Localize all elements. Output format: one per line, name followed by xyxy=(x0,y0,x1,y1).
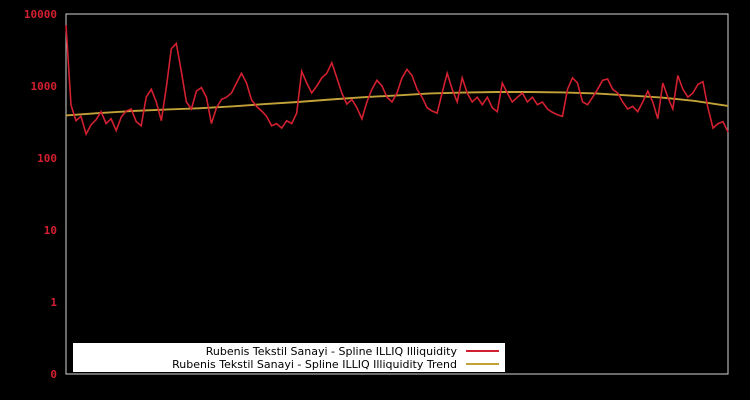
illiq-trend-line xyxy=(65,91,729,117)
y-tick-label: 1 xyxy=(50,296,57,309)
y-tick-label: 100 xyxy=(37,152,57,165)
y-tick-label: 10000 xyxy=(24,8,57,21)
y-tick-label: 1000 xyxy=(31,80,58,93)
legend-line-sample-trend xyxy=(466,363,499,365)
legend-label-illiquidity: Rubenis Tekstil Sanayi - Spline ILLIQ Il… xyxy=(205,344,457,358)
legend-item: Rubenis Tekstil Sanayi - Spline ILLIQ Il… xyxy=(73,358,505,371)
plot-border xyxy=(65,13,729,375)
legend: Rubenis Tekstil Sanayi - Spline ILLIQ Il… xyxy=(73,343,505,372)
legend-label-trend: Rubenis Tekstil Sanayi - Spline ILLIQ Il… xyxy=(172,357,457,371)
illiq-series-line xyxy=(65,25,729,137)
legend-item: Rubenis Tekstil Sanayi - Spline ILLIQ Il… xyxy=(73,345,505,358)
y-tick-label: 10 xyxy=(44,224,57,237)
y-tick-label: 0 xyxy=(50,368,57,381)
legend-line-sample-illiquidity xyxy=(466,350,499,352)
